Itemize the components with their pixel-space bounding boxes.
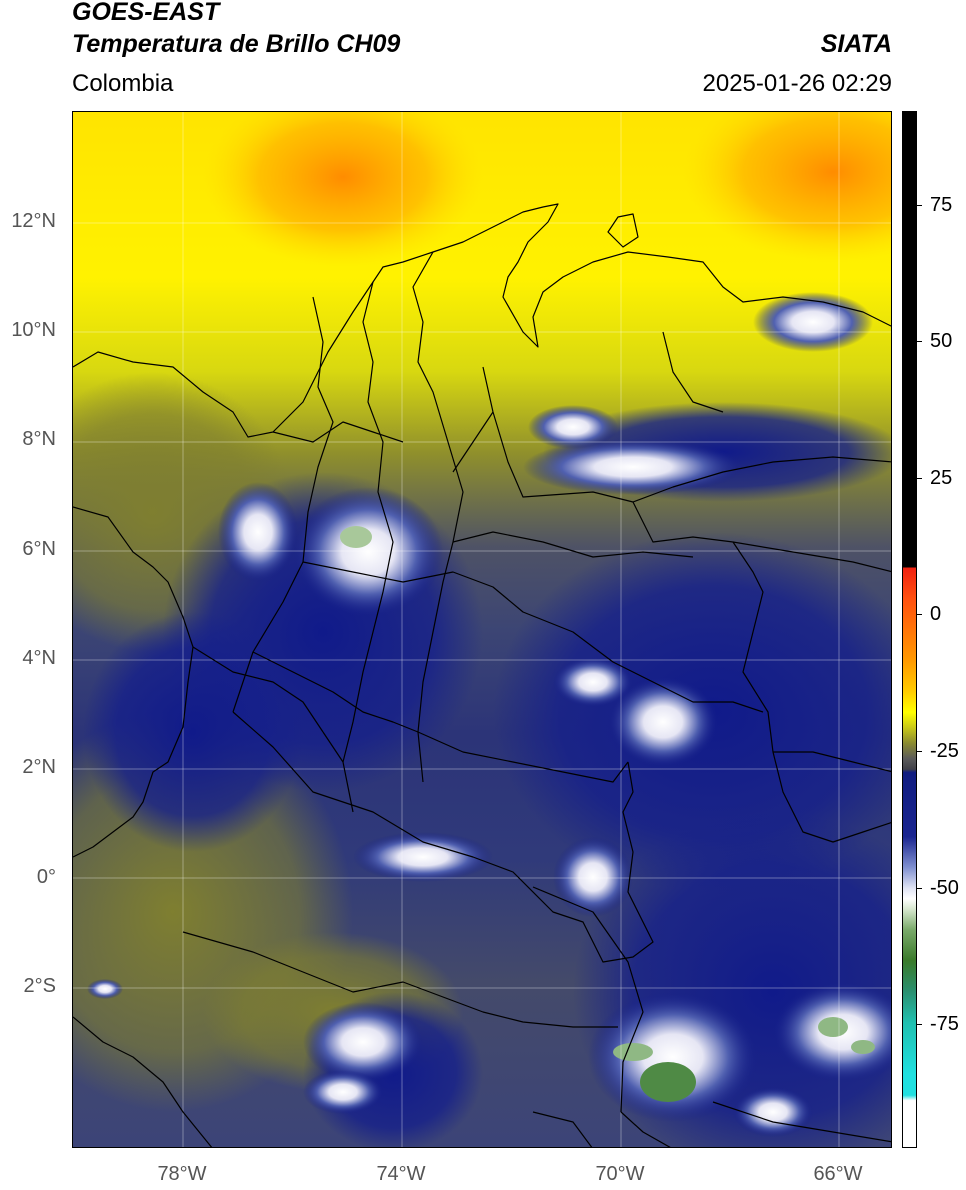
brand-label: SIATA — [820, 30, 892, 58]
colorbar-tick-m50 — [917, 888, 922, 889]
lon-label-74w: 74°W — [376, 1163, 426, 1185]
lat-label-2n: 2°N — [22, 756, 56, 778]
lat-label-8n: 8°N — [22, 428, 56, 450]
map-svg — [73, 112, 891, 1147]
colorbar-tick-m75 — [917, 1024, 922, 1025]
lat-label-2s: 2°S — [23, 975, 56, 997]
lat-label-12n: 12°N — [11, 210, 56, 232]
colorbar-tick-25 — [917, 478, 922, 479]
colorbar — [902, 111, 917, 1148]
lon-label-66w: 66°W — [813, 1163, 863, 1185]
lon-label-78w: 78°W — [157, 1163, 207, 1185]
lat-label-4n: 4°N — [22, 647, 56, 669]
colorbar-label-25: 25 — [930, 467, 953, 489]
colorbar-tick-75 — [917, 205, 922, 206]
region-label: Colombia — [72, 70, 174, 97]
lon-label-70w: 70°W — [595, 1163, 645, 1185]
lat-label-6n: 6°N — [22, 538, 56, 560]
colorbar-label-m50: -50 — [930, 877, 959, 899]
colorbar-tick-0 — [917, 614, 922, 615]
title-satellite: GOES-EAST — [72, 0, 220, 26]
lat-label-0: 0° — [36, 866, 56, 888]
title-product: Temperatura de Brillo CH09 — [72, 30, 401, 58]
colorbar-tick-50 — [917, 341, 922, 342]
colorbar-label-50: 50 — [930, 330, 953, 352]
satellite-map — [72, 111, 892, 1148]
colorbar-tick-m25 — [917, 751, 922, 752]
colorbar-label-m25: -25 — [930, 740, 959, 762]
colorbar-label-75: 75 — [930, 194, 953, 216]
datetime-label: 2025-01-26 02:29 — [702, 70, 893, 97]
lat-label-10n: 10°N — [11, 319, 56, 341]
colorbar-label-m75: -75 — [930, 1013, 959, 1035]
colorbar-label-0: 0 — [930, 603, 942, 625]
